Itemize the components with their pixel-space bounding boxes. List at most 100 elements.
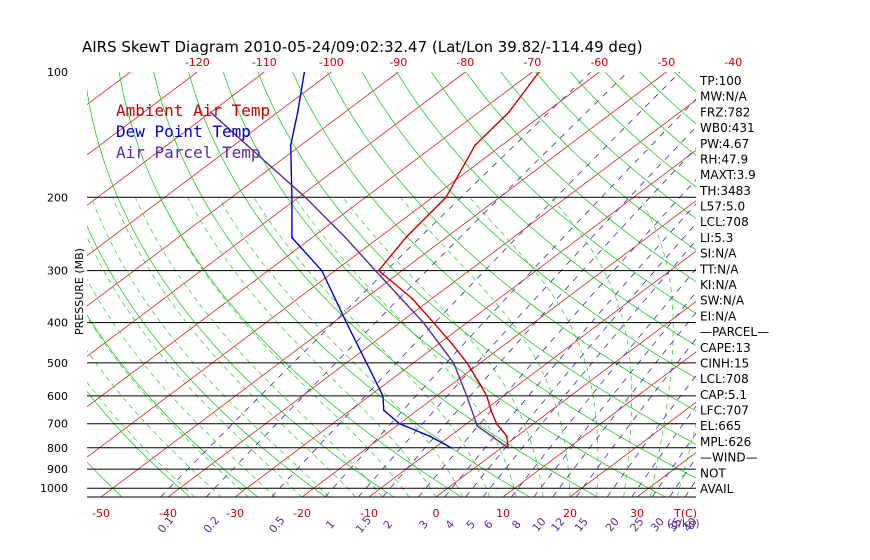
isotherm-line — [87, 72, 600, 458]
pressure-tick-labels: 100 200 300 400 500 600 700 800 900 1000 — [40, 66, 68, 495]
mixing-ratio-tick-label: 1 — [323, 518, 337, 532]
isotherm-line — [100, 72, 667, 497]
mixing-ratio-line — [271, 72, 681, 497]
sounding-series — [209, 72, 540, 449]
moist-adiabat-line — [87, 350, 222, 497]
moist-adiabat-line — [112, 197, 356, 497]
isotherm-line — [368, 250, 696, 497]
moist-adiabat-line — [400, 197, 571, 497]
series-point — [475, 422, 478, 425]
index-entry: KI:N/A — [700, 278, 737, 292]
isotherm-line — [771, 72, 870, 497]
pressure-tick-label: 100 — [47, 66, 68, 79]
mixing-ratio-line — [324, 98, 696, 497]
dry-adiabat-line — [465, 72, 696, 283]
dry-adiabat-line — [292, 72, 696, 445]
bottom-temperature-tick-labels: -50 -40 -30 -20 -10 0 10 20 30 — [92, 507, 644, 520]
index-entry: AVAIL — [700, 482, 734, 496]
series-point — [296, 111, 299, 114]
pressure-tick-label: 600 — [47, 390, 68, 403]
isotherm-line — [87, 72, 533, 408]
dry-adiabat-line — [118, 72, 462, 497]
bottom-temperature-tick-label: 10 — [496, 507, 510, 520]
dry-adiabat-line — [639, 72, 696, 125]
mixing-ratio-tick-label: 0.2 — [201, 514, 222, 536]
bottom-temperature-tick-label: -30 — [226, 507, 244, 520]
moist-adiabat-line — [87, 278, 276, 497]
bottom-temperature-tick-label: -40 — [159, 507, 177, 520]
moist-adiabat-line — [550, 197, 633, 497]
mixing-ratio-tick-label: 3 — [416, 518, 430, 532]
mixing-ratio-line — [606, 374, 696, 497]
dry-adiabat-line — [604, 72, 696, 156]
mixing-ratio-line — [418, 179, 696, 497]
index-entry: LFC:707 — [700, 404, 749, 418]
pressure-tick-label: 1000 — [40, 482, 68, 495]
series-point — [291, 196, 293, 199]
isotherm-line — [234, 149, 696, 497]
series-point — [428, 435, 431, 438]
index-entry: TT:N/A — [699, 262, 739, 276]
index-entry: WB0:431 — [700, 121, 755, 135]
index-entry: EI:N/A — [700, 309, 737, 323]
series-point — [209, 111, 212, 114]
index-entry: SI:N/A — [700, 247, 737, 261]
moist-adiabat-line — [676, 422, 696, 497]
top-temperature-tick-label: -60 — [590, 56, 608, 69]
moist-adiabat-line — [187, 197, 437, 497]
series-point — [246, 144, 249, 147]
series-point — [345, 321, 348, 324]
top-temperature-tick-label: -40 — [724, 56, 742, 69]
top-temperature-tick-label: -120 — [185, 56, 210, 69]
series-point — [476, 379, 479, 381]
series-point — [303, 72, 306, 73]
series-point — [344, 236, 347, 239]
pressure-tick-label: 800 — [47, 442, 68, 455]
index-entry: SW:N/A — [700, 294, 745, 308]
legend-entry: Air Parcel Temp — [116, 143, 261, 162]
pressure-tick-label: 200 — [47, 191, 68, 204]
pressure-tick-label: 500 — [47, 357, 68, 370]
moist-adiabat-line — [342, 197, 544, 497]
mixing-ratio-lines — [160, 72, 696, 497]
isotherm-line — [838, 72, 870, 497]
dry-adiabat-line — [257, 72, 696, 479]
mixing-ratio-line — [510, 268, 696, 497]
series-point — [474, 144, 476, 147]
series-point — [432, 321, 435, 324]
index-entry: L57:5.0 — [700, 200, 745, 214]
dry-adiabat-line — [87, 224, 327, 497]
index-entry: LI:5.3 — [700, 231, 733, 245]
series-point — [374, 269, 377, 272]
index-entry: PW:4.67 — [700, 137, 749, 151]
mixing-ratio-tick-label: 10 — [530, 515, 549, 534]
index-entry: LCL:708 — [700, 215, 749, 229]
series-point — [485, 395, 488, 397]
index-entry: LCL:708 — [700, 372, 749, 386]
top-temperature-tick-label: -70 — [523, 56, 541, 69]
mixing-ratio-line — [382, 147, 696, 497]
isobar-lines — [87, 196, 696, 498]
moist-adiabat-line — [469, 197, 599, 497]
series-point — [465, 395, 468, 397]
moist-adiabat-lines — [87, 197, 696, 497]
dry-adiabat-line — [188, 72, 598, 497]
pressure-tick-label: 700 — [47, 418, 68, 431]
mixing-ratio-tick-label: 5 — [464, 518, 478, 532]
dry-adiabat-line — [222, 72, 666, 497]
series-point — [451, 343, 453, 345]
bottom-temperature-tick-label: -50 — [92, 507, 110, 520]
top-temperature-tick-labels: -120 -110 -100 -90 -80 -70 -60 -50 -40 — [185, 56, 742, 69]
top-temperature-tick-label: -80 — [456, 56, 474, 69]
mixing-ratio-tick-label: 6 — [481, 518, 495, 532]
mixing-ratio-line — [465, 223, 696, 497]
mixing-ratio-tick-label: 4 — [443, 518, 457, 532]
series-point — [291, 236, 293, 239]
index-entry: CAPE:13 — [700, 341, 751, 355]
legend: Ambient Air Temp Dew Point Temp Air Parcel… — [116, 101, 270, 162]
top-temperature-tick-label: -50 — [657, 56, 675, 69]
series-point — [507, 446, 509, 449]
index-entry: MW:N/A — [700, 90, 748, 104]
